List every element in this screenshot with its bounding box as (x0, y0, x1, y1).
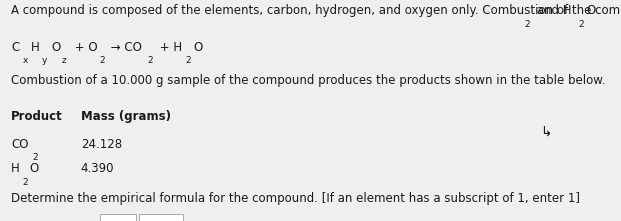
Text: H: H (11, 162, 20, 175)
Text: Product: Product (11, 110, 63, 124)
FancyBboxPatch shape (100, 214, 136, 221)
Text: z: z (62, 56, 67, 65)
Text: ↳: ↳ (540, 126, 552, 140)
Text: Determine the empirical formula for the compound. [If an element has a subscript: Determine the empirical formula for the … (11, 192, 580, 205)
Text: O: O (586, 4, 596, 17)
Text: → CO: → CO (107, 41, 142, 54)
Text: + O: + O (71, 41, 97, 54)
Text: 2: 2 (99, 56, 105, 65)
FancyBboxPatch shape (139, 214, 183, 221)
Text: 2: 2 (32, 153, 38, 162)
Text: 2: 2 (525, 19, 530, 29)
Text: 2: 2 (148, 56, 153, 65)
Text: 2: 2 (185, 56, 191, 65)
Text: 2: 2 (22, 177, 28, 187)
Text: A compound is composed of the elements, carbon, hydrogen, and oxygen only. Combu: A compound is composed of the elements, … (11, 4, 621, 17)
Text: Mass (grams): Mass (grams) (81, 110, 171, 124)
Text: and H: and H (533, 4, 572, 17)
Text: y: y (42, 56, 48, 65)
Text: x: x (22, 56, 28, 65)
Text: + H: + H (156, 41, 182, 54)
Text: Combustion of a 10.000 g sample of the compound produces the products shown in t: Combustion of a 10.000 g sample of the c… (11, 74, 605, 87)
Text: O: O (193, 41, 202, 54)
Text: C: C (11, 41, 19, 54)
Text: O: O (30, 162, 39, 175)
Text: CO: CO (11, 138, 29, 151)
Text: 2: 2 (578, 19, 584, 29)
Text: H: H (31, 41, 40, 54)
Text: 4.390: 4.390 (81, 162, 114, 175)
Text: 24.128: 24.128 (81, 138, 122, 151)
Text: O: O (51, 41, 60, 54)
